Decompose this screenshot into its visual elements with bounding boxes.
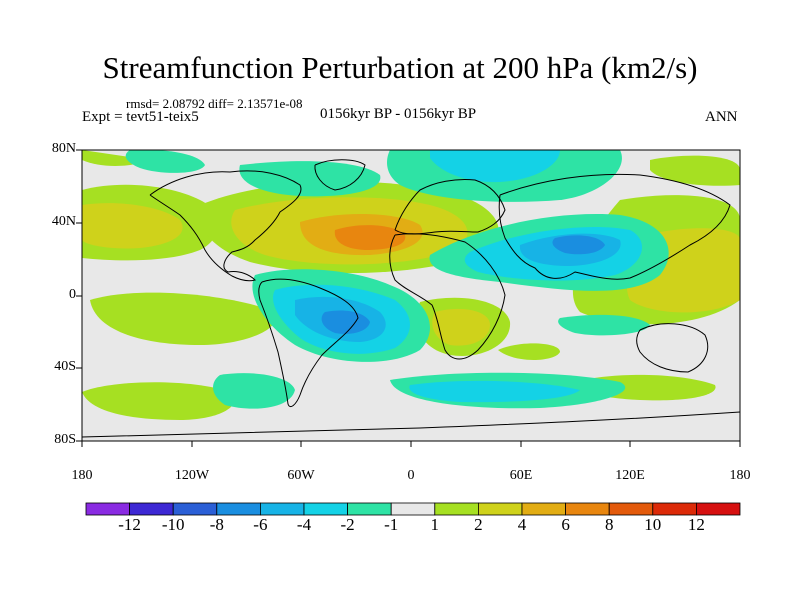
coast-south-america [258,278,359,408]
colorbar-label: -12 [118,515,141,534]
neg1-region-npac [125,150,205,173]
colorbar-label: 1 [430,515,440,534]
coast-greenland [314,159,366,191]
colorbar-swatch [434,502,479,516]
coast-asia [498,173,731,280]
colorbar-swatch [477,502,523,516]
colorbar-label: -2 [340,515,355,534]
colorbar-swatch [652,502,697,516]
coast-africa [389,233,506,360]
lat-label-40s: 40S [54,359,76,374]
lon-label-120w: 120W [174,468,210,483]
colorbar-swatch [172,502,218,516]
colorbar-label: -4 [296,515,312,534]
colorbar-swatch [696,502,741,516]
lat-label-80s: 80S [54,432,76,447]
colorbar-swatch [259,502,305,516]
colorbar-swatch [565,502,610,516]
map-title: Streamfunction Perturbation at 200 hPa (… [102,50,698,85]
lat-label-0: 0 [69,287,76,302]
neg2-region-eurasia [430,150,560,183]
coast-north-america [149,170,302,282]
pos4-region-safrica [432,308,490,346]
colorbar-label: -8 [209,515,224,534]
lat-label-80n: 80N [51,141,76,156]
coast-antarctica [82,411,740,438]
colorbar-label: 6 [561,515,570,534]
coast-australia [636,323,709,373]
colorbar-swatch [85,502,130,516]
lon-label-120e: 120E [615,468,645,483]
contour-field [82,150,740,441]
colorbar-swatch [347,502,392,516]
colorbar-label: 10 [644,515,662,534]
colorbar-label: 12 [687,515,705,534]
lat-label-40n: 40N [51,214,76,229]
neg1-region-spac2 [558,314,650,336]
season-label: ANN [705,109,738,125]
neg2-region-southern [409,380,580,403]
pos8-region-atl [334,225,406,250]
pos-region-indian [498,343,560,360]
colorbar-swatch [129,502,174,516]
axis-ticks [76,149,741,447]
coastlines [82,159,740,438]
period-label: 0156kyr BP - 0156kyr BP [320,106,477,122]
lon-label-180e: 180 [729,468,751,483]
colorbar-swatch [390,502,436,516]
colorbar-swatch [608,502,654,516]
coast-europe [394,179,506,235]
colorbar-label: 2 [474,515,483,534]
colorbar-label: -6 [253,515,268,534]
neg1-region-spac [213,373,295,409]
colorbar-swatch [216,502,261,516]
colorbar [85,502,741,516]
pos-region-arctic-east [650,155,740,186]
colorbar-swatch [303,502,348,516]
stats-text: rmsd= 2.08792 diff= 2.13571e-08 [126,96,303,111]
colorbar-label: 8 [604,515,614,534]
neg6-region-asia [552,235,605,255]
lon-label-60e: 60E [509,468,533,483]
pos-region-epac [90,292,276,345]
colorbar-swatch [521,502,566,516]
pos4-region-npac [82,203,183,249]
experiment-label: Expt = tevt51-teix5 [82,109,199,125]
lon-label-60w: 60W [287,468,315,483]
lon-label-0: 0 [407,468,415,483]
pos-region-spac [82,382,235,420]
lon-label-180w: 180 [71,468,93,483]
colorbar-label: -1 [384,515,399,534]
colorbar-label: -10 [161,515,185,534]
colorbar-label: 4 [517,515,527,534]
